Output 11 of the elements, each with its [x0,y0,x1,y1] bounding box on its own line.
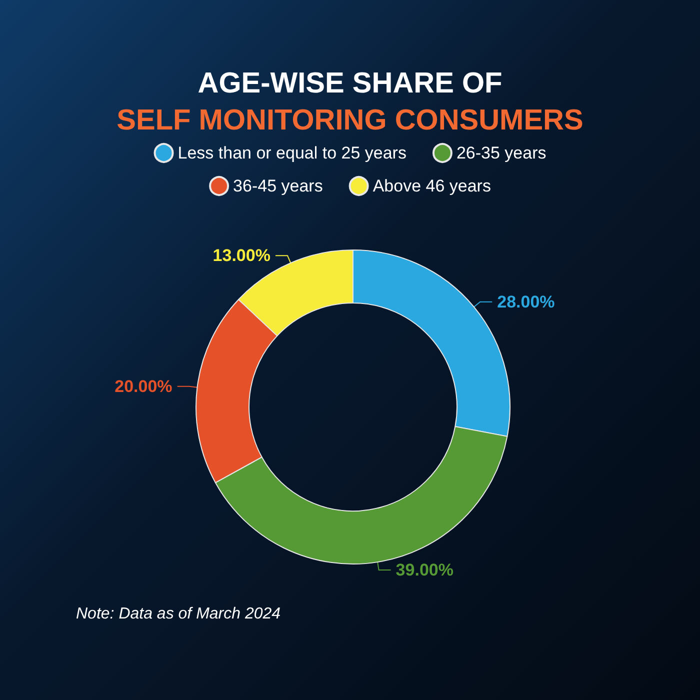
legend-label: Above 46 years [372,176,491,196]
data-label: 39.00% [396,560,454,580]
legend-label: Less than or equal to 25 years [178,144,406,162]
text: Note: Data as of March 2024 [76,606,281,622]
legend-label: 36-45 years [233,176,323,196]
data-label: 28.00% [497,292,555,312]
data-label: 20.00% [114,376,172,396]
chart-title: AGE-WISE SHARE OF [198,68,502,100]
data-label: 13.00% [212,246,270,266]
legend-label: 26-35 years [456,144,546,162]
chart-subtitle: SELF MONITORING CONSUMERS [116,104,584,136]
